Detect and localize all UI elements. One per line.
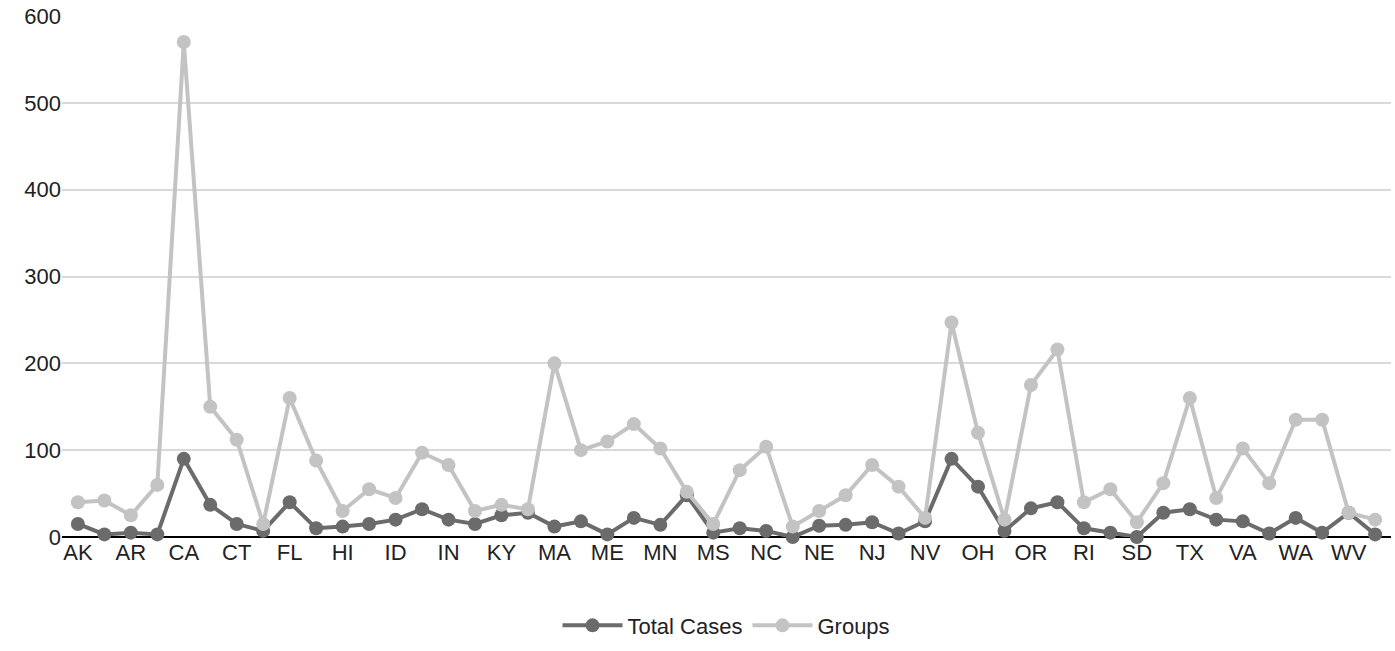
svg-text:600: 600 bbox=[24, 4, 61, 29]
svg-text:MN: MN bbox=[643, 540, 677, 565]
svg-text:HI: HI bbox=[332, 540, 354, 565]
svg-text:ME: ME bbox=[591, 540, 624, 565]
svg-text:RI: RI bbox=[1073, 540, 1095, 565]
svg-text:AR: AR bbox=[116, 540, 147, 565]
svg-text:300: 300 bbox=[24, 264, 61, 289]
svg-text:AK: AK bbox=[63, 540, 93, 565]
svg-text:TX: TX bbox=[1176, 540, 1204, 565]
svg-text:Groups: Groups bbox=[817, 614, 889, 639]
svg-text:MA: MA bbox=[538, 540, 571, 565]
svg-text:NJ: NJ bbox=[859, 540, 886, 565]
svg-text:100: 100 bbox=[24, 438, 61, 463]
svg-text:Total Cases: Total Cases bbox=[628, 614, 743, 639]
svg-text:WA: WA bbox=[1278, 540, 1313, 565]
svg-text:NC: NC bbox=[750, 540, 782, 565]
svg-text:MS: MS bbox=[697, 540, 730, 565]
svg-text:200: 200 bbox=[24, 351, 61, 376]
svg-text:VA: VA bbox=[1229, 540, 1257, 565]
svg-text:SD: SD bbox=[1122, 540, 1153, 565]
svg-text:CT: CT bbox=[222, 540, 251, 565]
svg-text:KY: KY bbox=[487, 540, 517, 565]
svg-text:OH: OH bbox=[962, 540, 995, 565]
svg-text:0: 0 bbox=[49, 525, 61, 550]
svg-text:NV: NV bbox=[910, 540, 941, 565]
svg-text:ID: ID bbox=[385, 540, 407, 565]
svg-text:OR: OR bbox=[1014, 540, 1047, 565]
svg-text:FL: FL bbox=[277, 540, 303, 565]
svg-text:400: 400 bbox=[24, 177, 61, 202]
svg-text:WV: WV bbox=[1331, 540, 1367, 565]
svg-text:NE: NE bbox=[804, 540, 835, 565]
svg-text:CA: CA bbox=[168, 540, 199, 565]
svg-text:500: 500 bbox=[24, 91, 61, 116]
svg-text:IN: IN bbox=[438, 540, 460, 565]
